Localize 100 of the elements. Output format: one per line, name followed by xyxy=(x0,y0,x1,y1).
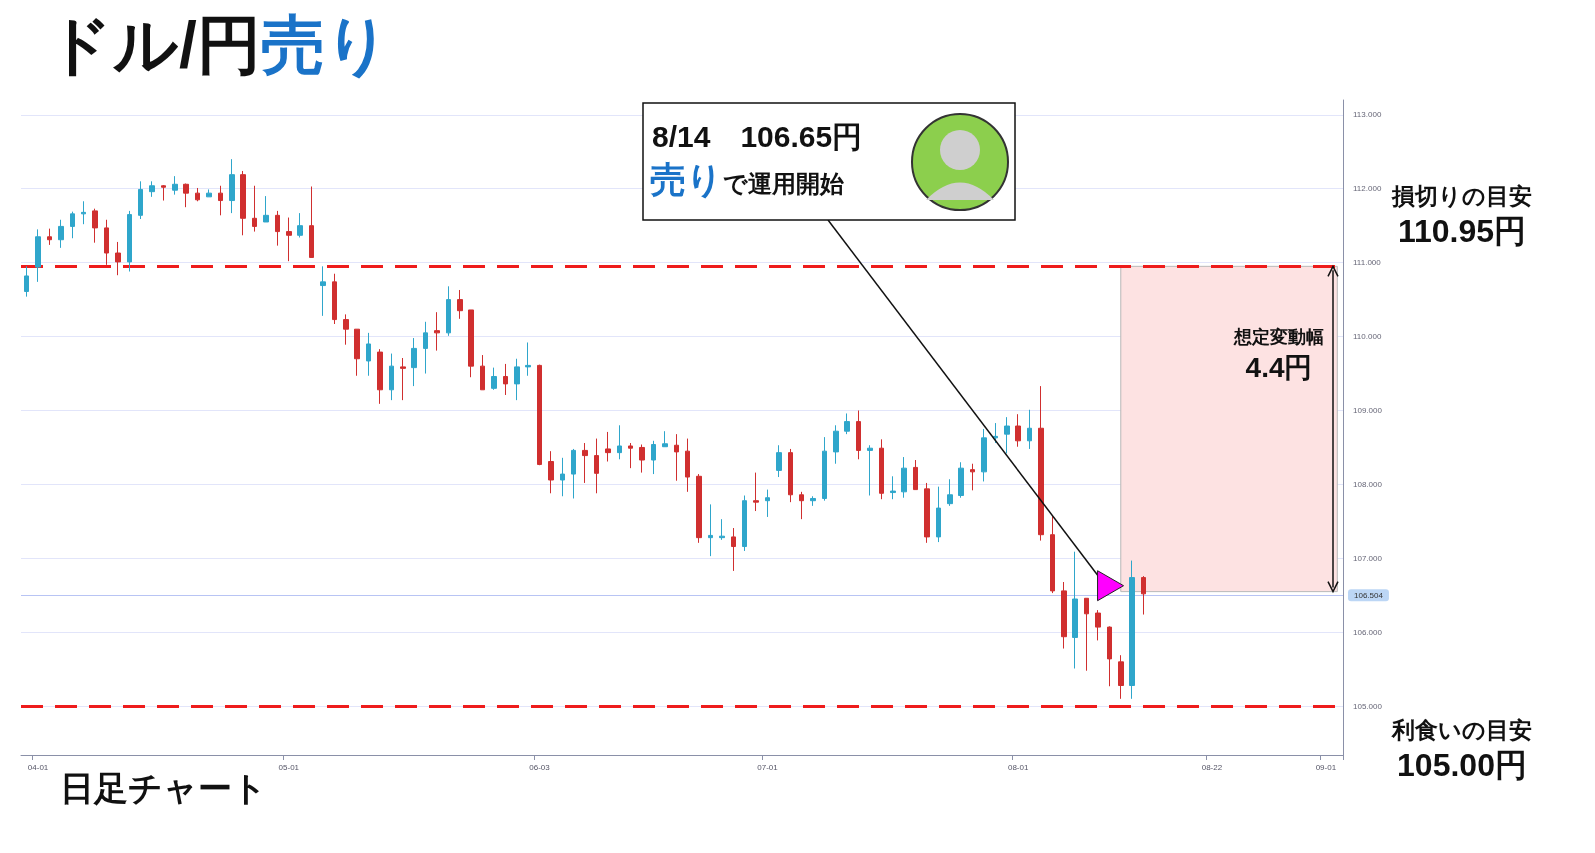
candlestick xyxy=(958,461,964,499)
candlestick xyxy=(389,353,394,401)
y-tick-label: 109.000 xyxy=(1353,406,1383,415)
y-tick-label: 107.000 xyxy=(1353,553,1383,563)
candlestick xyxy=(810,495,816,507)
candlestick xyxy=(776,444,782,478)
candlestick xyxy=(468,309,474,378)
candlestick xyxy=(446,285,451,337)
candlestick xyxy=(480,354,485,391)
candlestick xyxy=(332,273,337,325)
candlestick xyxy=(1004,416,1010,454)
text: 日足チャート xyxy=(60,769,267,807)
candlestick xyxy=(195,187,200,202)
candlestick xyxy=(503,363,508,396)
y-tick-label: 108.000 xyxy=(1353,479,1383,489)
candlestick xyxy=(594,438,599,494)
candlestick xyxy=(161,184,166,202)
ref-line-label: 106.504 xyxy=(1354,590,1384,600)
candlestick xyxy=(537,364,542,466)
candlestick xyxy=(1072,551,1078,669)
candlestick xyxy=(1084,597,1089,672)
candlestick xyxy=(901,456,907,499)
candlestick xyxy=(617,424,622,460)
candlestick xyxy=(582,442,588,484)
candlestick xyxy=(1038,385,1044,542)
candlestick xyxy=(47,228,52,246)
candlestick xyxy=(1050,515,1055,594)
candlestick xyxy=(400,357,406,401)
y-tick-label: 106.000 xyxy=(1353,627,1383,637)
y-tick-label: 111.000 xyxy=(1353,258,1382,268)
candlestick xyxy=(674,433,679,482)
candlestick xyxy=(138,180,143,220)
y-tick-label: 110.000 xyxy=(1353,332,1382,342)
annotation: 8/14 106.65円 xyxy=(652,120,863,153)
candlestick xyxy=(560,457,565,497)
candlestick xyxy=(297,212,303,239)
candlestick xyxy=(58,219,64,249)
candlestick xyxy=(423,321,428,375)
band-label: 想定変動幅 4.4円 xyxy=(1233,326,1325,384)
candlestick xyxy=(742,495,747,552)
candlestick xyxy=(1027,409,1032,450)
x-tick-label: 08-22 xyxy=(1201,762,1223,772)
candlestick xyxy=(765,489,770,518)
candlestick xyxy=(879,438,884,500)
candlestick xyxy=(1095,609,1101,641)
candlestick xyxy=(286,217,292,262)
candlestick xyxy=(320,265,326,317)
candlestick xyxy=(81,200,86,225)
candlestick xyxy=(970,463,975,491)
candlestick xyxy=(548,450,554,494)
annotation: 売りで運用開始 xyxy=(650,159,844,200)
candlestick xyxy=(1118,654,1124,700)
candlestick xyxy=(981,428,987,482)
candlestick xyxy=(218,185,223,216)
candlestick xyxy=(628,442,633,469)
candlestick xyxy=(366,332,371,377)
candlestick xyxy=(833,424,839,465)
candlestick xyxy=(252,185,257,233)
candlestick xyxy=(457,289,463,320)
candlestick xyxy=(127,210,132,273)
candlestick xyxy=(685,438,690,493)
ref-line-label: 利食いの目安 105.00円 xyxy=(1391,717,1532,784)
x-tick-label: 05-01 xyxy=(278,762,300,772)
candlestick xyxy=(514,358,520,401)
candlestick xyxy=(377,348,383,405)
chart-title: ドル/円売り xyxy=(47,9,391,81)
candlestick xyxy=(924,482,930,544)
candlestick xyxy=(240,170,246,236)
candlestick xyxy=(434,311,440,352)
candlestick xyxy=(35,228,41,283)
y-tick-label: 105.000 xyxy=(1353,701,1383,711)
candlestick xyxy=(24,265,29,298)
candlestick xyxy=(206,188,212,198)
x-tick-label: 04-01 xyxy=(27,762,49,772)
candlestick xyxy=(525,341,531,377)
candlestick xyxy=(639,444,645,474)
candlestick xyxy=(172,175,178,196)
candlestick xyxy=(993,422,998,444)
candlestick xyxy=(571,448,576,499)
candlestick xyxy=(947,478,953,507)
candlestick xyxy=(708,503,713,557)
candlestick xyxy=(753,472,759,512)
candlestick xyxy=(92,208,98,244)
x-tick-label: 07-01 xyxy=(757,762,779,772)
candlestick xyxy=(411,337,417,387)
candlestick xyxy=(799,491,804,520)
candlestick xyxy=(491,367,497,391)
candlestick xyxy=(696,473,702,544)
candlestick xyxy=(788,448,793,503)
candlestick xyxy=(1061,581,1067,650)
candlestick xyxy=(822,436,827,502)
candlestick xyxy=(913,459,918,491)
candlestick xyxy=(856,410,861,460)
candlestick xyxy=(104,219,109,266)
x-tick-label: 08-01 xyxy=(1007,762,1029,772)
candlestick xyxy=(354,328,360,377)
candlestick xyxy=(719,518,725,541)
candlestick xyxy=(651,440,656,475)
candlestick xyxy=(890,475,896,500)
candlestick xyxy=(275,210,280,247)
